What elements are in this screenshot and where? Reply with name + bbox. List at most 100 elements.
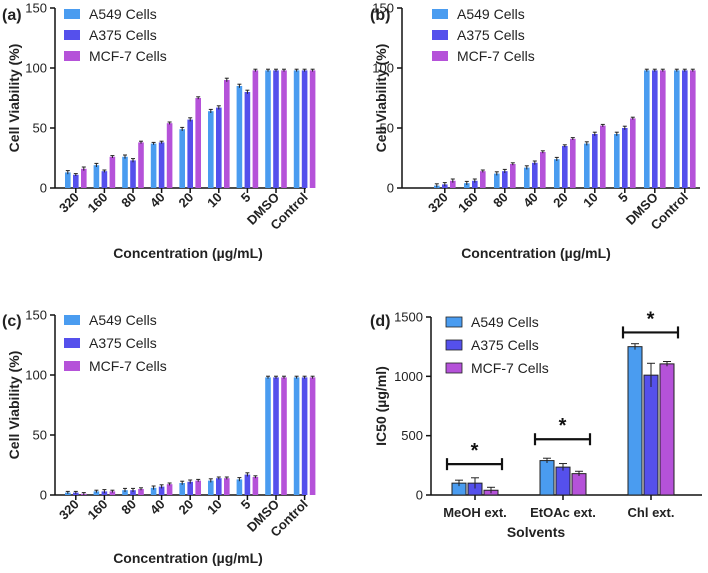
bar-mcf-7-cells-dmso (281, 377, 287, 495)
bar-a375-cells-20 (187, 481, 193, 495)
y-tick-label: 50 (33, 428, 47, 443)
bar-a375-cells-80 (502, 171, 508, 188)
bar-a549-cells-40 (524, 167, 530, 188)
panel-label: (d) (370, 313, 390, 330)
bar-a375-cells-40 (532, 162, 538, 188)
y-tick-label: 1500 (394, 310, 423, 325)
bar-a375-cells-160 (101, 171, 108, 188)
bar-a375-cells-chl-ext- (643, 374, 659, 496)
bar-a549-cells-5 (236, 479, 243, 495)
chart-panel-c: (c) 0 50 100 150 Cell Viability (%) Concentrat… (2, 308, 316, 566)
x-tick-label: 20 (550, 190, 571, 211)
y-tick-label: 0 (40, 181, 47, 196)
bar-mcf-7-cells-10 (600, 125, 606, 188)
bar-a375-cells-320 (73, 174, 79, 188)
bar-a549-cells-160 (464, 183, 470, 188)
legend-swatch (64, 51, 80, 61)
bar-mcf-7-cells-control (309, 70, 316, 188)
bar-a375-cells-160 (472, 180, 478, 188)
y-tick-label: 150 (25, 1, 47, 16)
x-axis-label: Concentration (µg/mL) (461, 245, 611, 261)
bar-a549-cells-5 (236, 86, 243, 188)
x-axis-label: Solvents (507, 524, 566, 540)
bar-a549-cells-etoac-ext- (539, 460, 555, 496)
y-tick-label: 150 (372, 1, 394, 16)
bar-a549-cells-5 (614, 134, 620, 188)
x-tick-label: 5 (615, 190, 631, 206)
chart-panel-a: (a) 0 50 100 150 Cell Viability (%) Concentrat… (2, 1, 316, 261)
bar-a549-cells-40 (150, 143, 157, 188)
bar-a375-cells-5 (244, 474, 251, 495)
bar-a549-cells-control (293, 377, 300, 495)
bar-a375-cells-10 (592, 134, 598, 188)
y-tick-label: 150 (25, 308, 47, 323)
legend-label: A549 Cells (471, 314, 539, 330)
bar-mcf-7-cells-320 (450, 180, 456, 188)
bar-mcf-7-cells-20 (195, 98, 201, 188)
bar-a549-cells-dmso (265, 70, 271, 188)
bar-mcf-7-cells-20 (195, 480, 201, 495)
x-tick-label: 160 (85, 497, 111, 523)
bar-mcf-7-cells-control (690, 70, 696, 188)
bar-a549-cells-80 (494, 173, 500, 188)
bar-a549-cells-10 (584, 143, 590, 188)
bar-mcf-7-cells-etoac-ext- (571, 473, 587, 496)
x-tick-label: 5 (238, 190, 254, 206)
bar-a549-cells-control (674, 70, 680, 188)
y-axis-label: Cell Viability (%) (6, 351, 22, 460)
bar-mcf-7-cells-80 (138, 489, 144, 495)
bar-a549-cells-20 (179, 129, 185, 188)
legend-label: A375 Cells (471, 337, 539, 353)
bar-mcf-7-cells-dmso (660, 70, 666, 188)
bar-a375-cells-40 (158, 486, 165, 495)
bar-a375-cells-control (301, 377, 308, 495)
legend-swatch (432, 51, 448, 61)
legend-label: MCF-7 Cells (89, 48, 167, 64)
bar-a375-cells-5 (622, 128, 628, 188)
x-axis-label: Concentration (µg/mL) (113, 550, 263, 566)
bar-mcf-7-cells-control (309, 377, 316, 495)
x-tick-label: 320 (56, 497, 82, 523)
legend-label: MCF-7 Cells (457, 48, 535, 64)
bar-a549-cells-80 (122, 490, 128, 495)
bar-a375-cells-control (301, 70, 308, 188)
legend-swatch (64, 30, 80, 40)
bar-a375-cells-dmso (273, 377, 279, 495)
y-axis-label: Cell Viability (%) (6, 44, 22, 153)
legend-swatch (64, 361, 80, 371)
x-tick-label: MeOH ext. (443, 505, 507, 520)
bar-mcf-7-cells-160 (109, 491, 116, 495)
x-tick-label: 160 (455, 190, 481, 216)
bar-mcf-7-cells-10 (224, 80, 230, 188)
x-tick-label: 20 (175, 497, 196, 518)
bar-a549-cells-320 (65, 172, 71, 188)
legend-swatch (432, 9, 448, 19)
x-tick-label: 80 (118, 190, 139, 211)
bar-a549-cells-dmso (644, 70, 650, 188)
x-tick-label: 10 (204, 190, 225, 211)
bar-a549-cells-20 (179, 483, 185, 495)
significance-star: * (647, 308, 655, 330)
bar-a549-cells-10 (208, 480, 214, 495)
bar-a375-cells-10 (216, 107, 222, 188)
bar-mcf-7-cells-20 (570, 138, 576, 188)
bar-mcf-7-cells-dmso (281, 70, 287, 188)
bar-a549-cells-10 (208, 111, 214, 188)
bar-mcf-7-cells-80 (138, 142, 144, 188)
bar-a549-cells-40 (150, 487, 157, 495)
bar-a375-cells-dmso (652, 70, 658, 188)
legend-label: MCF-7 Cells (89, 358, 167, 374)
bar-mcf-7-cells-40 (540, 152, 546, 188)
y-tick-label: 100 (372, 61, 394, 76)
y-tick-label: 0 (416, 488, 423, 503)
bar-mcf-7-cells-5 (630, 118, 636, 188)
bar-a549-cells-20 (554, 159, 560, 188)
bar-mcf-7-cells-chl-ext- (659, 363, 675, 496)
y-tick-label: 1000 (394, 369, 423, 384)
legend-swatch (445, 362, 463, 374)
legend-swatch (432, 30, 448, 40)
x-tick-label: 40 (147, 497, 168, 518)
chart-panel-d: (d) 0 500 1000 1500 IC50 (µg/ml) SolventsMeOH … (370, 308, 702, 540)
bar-a549-cells-chl-ext- (627, 346, 643, 496)
